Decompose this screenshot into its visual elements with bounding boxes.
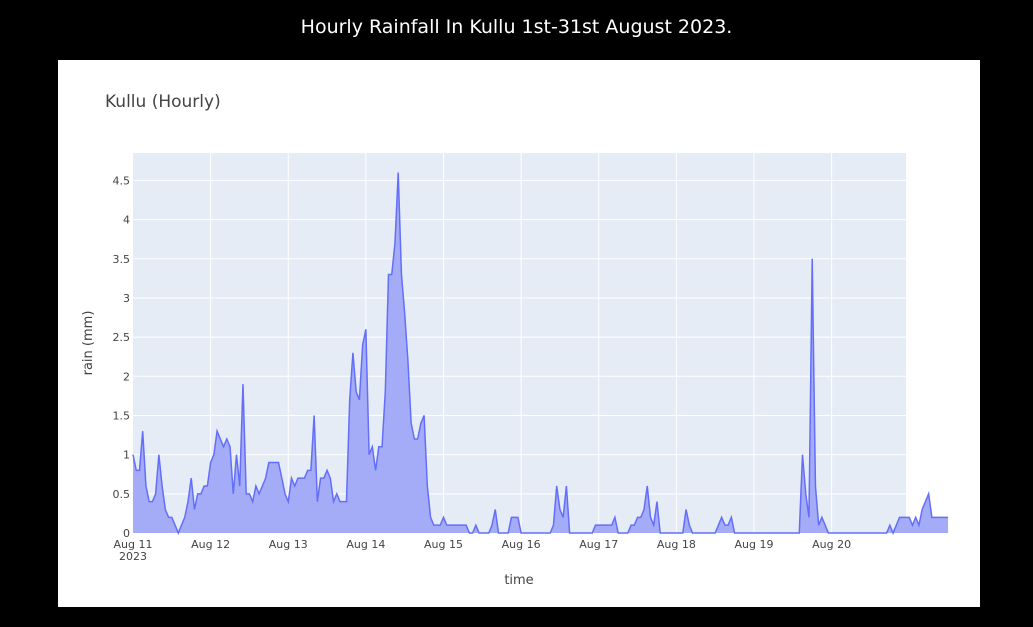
- x-tick-label: Aug 18: [657, 538, 696, 551]
- x-tick-label: Aug 19: [734, 538, 773, 551]
- x-tick-sublabel: 2023: [119, 550, 147, 563]
- y-tick-label: 2: [123, 370, 130, 383]
- rainfall-series-line: [132, 172, 949, 535]
- y-gridlines: [133, 179, 906, 495]
- x-tick-label: Aug 20: [812, 538, 851, 551]
- x-tick-label: Aug 12: [191, 538, 230, 551]
- rainfall-chart[interactable]: Kullu (Hourly) 0 0.5 1 1.5 2 2.5 3 3.5 4 4.5 Aug …: [58, 60, 980, 607]
- x-tick-label: Aug 15: [424, 538, 463, 551]
- x-tick-label: Aug 13: [269, 538, 308, 551]
- y-tick-label: 0.5: [113, 488, 131, 501]
- y-axis-ticks: 0 0.5 1 1.5 2 2.5 3 3.5 4 4.5: [113, 174, 131, 540]
- y-tick-label: 0: [123, 527, 130, 540]
- y-axis-title: rain (mm): [81, 311, 96, 376]
- y-tick-label: 4.5: [113, 174, 131, 187]
- x-tick-label: Aug 11: [114, 538, 153, 551]
- y-tick-label: 2.5: [113, 331, 131, 344]
- y-tick-label: 3: [123, 292, 130, 305]
- x-tick-label: Aug 17: [579, 538, 618, 551]
- x-tick-label: Aug 16: [502, 538, 541, 551]
- y-tick-label: 3.5: [113, 253, 131, 266]
- rainfall-area-fill: [133, 172, 949, 533]
- page-title: Hourly Rainfall In Kullu 1st-31st August…: [300, 16, 733, 38]
- y-tick-label: 1.5: [113, 409, 131, 422]
- y-tick-label: 1: [123, 449, 130, 462]
- y-tick-label: 4: [123, 214, 130, 227]
- chart-title: Kullu (Hourly): [105, 92, 221, 112]
- x-axis-title: time: [504, 573, 533, 588]
- plot-area[interactable]: [133, 153, 906, 533]
- chart-card: Kullu (Hourly) 0 0.5 1 1.5 2 2.5 3 3.5 4 4.5 Aug …: [58, 60, 980, 607]
- x-tick-label: Aug 14: [346, 538, 385, 551]
